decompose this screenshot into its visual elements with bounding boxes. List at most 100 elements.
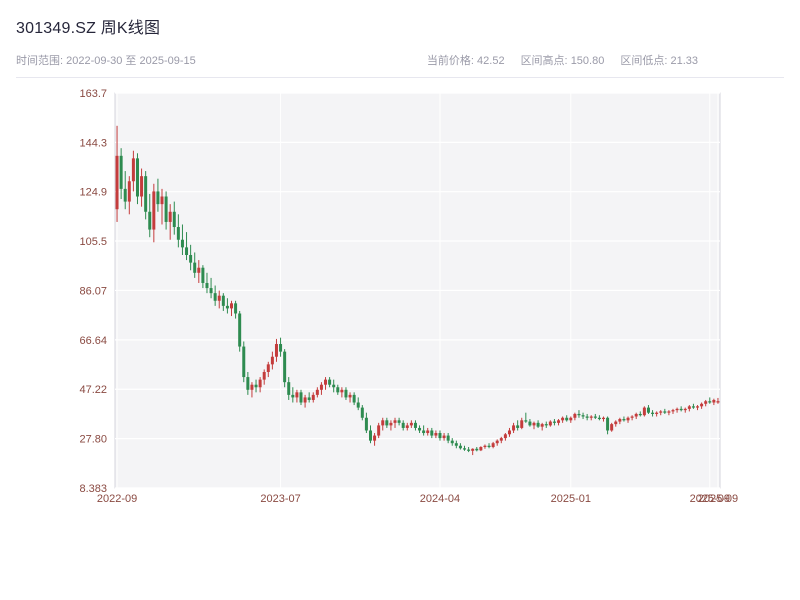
candle (585, 416, 589, 418)
candle (626, 417, 630, 421)
candle (385, 420, 389, 426)
candle (368, 430, 372, 441)
candle (168, 211, 172, 222)
candle (238, 313, 242, 347)
candle (344, 389, 348, 398)
candle (434, 433, 438, 436)
candle (230, 303, 234, 309)
candle (266, 364, 270, 372)
candle (520, 420, 524, 428)
candle (393, 420, 397, 423)
candle (381, 420, 385, 426)
candle (430, 430, 434, 436)
x-tick-label: 2025-01 (551, 493, 591, 505)
y-tick-label: 105.5 (79, 236, 107, 248)
candle (332, 384, 336, 388)
candle (319, 384, 323, 390)
candle (262, 371, 266, 380)
candle (258, 379, 262, 388)
candle (610, 424, 614, 431)
candle (524, 420, 528, 422)
candle (152, 191, 156, 230)
candle (279, 344, 283, 352)
candle (708, 401, 712, 403)
candle (618, 419, 622, 422)
candle (561, 417, 565, 421)
candle (446, 435, 450, 441)
candle (123, 188, 127, 202)
candle (287, 382, 291, 395)
candle (201, 267, 205, 283)
y-tick-label: 27.80 (79, 434, 107, 446)
candle (438, 433, 442, 439)
candle (675, 408, 679, 411)
candle (716, 401, 720, 403)
candle (193, 262, 197, 273)
candle (471, 448, 475, 451)
candle (687, 406, 691, 409)
candle (683, 408, 687, 411)
time-range-label: 时间范围: 2022-09-30 至 2025-09-15 (16, 55, 196, 67)
stat-range-high: 区间高点: 150.80 (520, 55, 605, 67)
candle (234, 303, 238, 314)
candle (581, 415, 585, 417)
subheader: 时间范围: 2022-09-30 至 2025-09-15 当前价格: 42.5… (16, 52, 784, 78)
candle (405, 425, 409, 428)
candle (487, 445, 491, 448)
candle (679, 408, 683, 411)
candle (651, 412, 655, 414)
candle (356, 402, 360, 408)
candle (507, 430, 511, 435)
candle (205, 282, 209, 289)
y-tick-label: 144.3 (79, 137, 107, 149)
candle (413, 422, 417, 428)
candle (242, 346, 246, 378)
candle (467, 449, 471, 451)
candle (601, 417, 605, 420)
candle (659, 411, 663, 413)
candle (140, 176, 144, 197)
candle (577, 413, 581, 416)
candle (307, 397, 311, 400)
candle (180, 239, 184, 248)
candle (348, 394, 352, 398)
candle (454, 443, 458, 446)
candle (532, 422, 536, 426)
candle (340, 389, 344, 393)
candle (164, 196, 168, 222)
candle (700, 403, 704, 407)
candle (540, 424, 544, 427)
candle (614, 421, 618, 425)
candle (548, 421, 552, 426)
candle (377, 425, 381, 436)
candle (209, 288, 213, 294)
candle (254, 384, 258, 388)
candlestick-chart: 163.7 144.3 124.9 105.5 86.07 66.64 47.22 27.80… (0, 78, 800, 553)
candle (352, 394, 356, 403)
candle (328, 379, 332, 385)
candle (426, 430, 430, 434)
y-tick-label: 86.07 (79, 285, 107, 297)
page-title: 301349.SZ 周K线图 (16, 20, 161, 37)
stat-current-price: 当前价格: 42.52 (426, 55, 505, 67)
candle (135, 158, 139, 197)
candle (704, 401, 708, 404)
x-tick-label: 2023-07 (260, 493, 300, 505)
candle (418, 427, 422, 431)
candle (397, 420, 401, 423)
x-tick-label: 2025-09 (698, 493, 738, 505)
candle (589, 416, 593, 418)
candle (503, 434, 507, 439)
chart-header: 301349.SZ 周K线图 时间范围: 2022-09-30 至 2025-0… (0, 0, 800, 78)
candle (512, 425, 516, 431)
candle (499, 438, 503, 441)
candle (131, 158, 135, 182)
candle (401, 422, 405, 428)
candle (250, 384, 254, 390)
candle (217, 295, 221, 301)
candle (422, 430, 426, 434)
candle (475, 448, 479, 451)
candle (606, 417, 610, 431)
candle (270, 356, 274, 365)
candle (373, 435, 377, 441)
